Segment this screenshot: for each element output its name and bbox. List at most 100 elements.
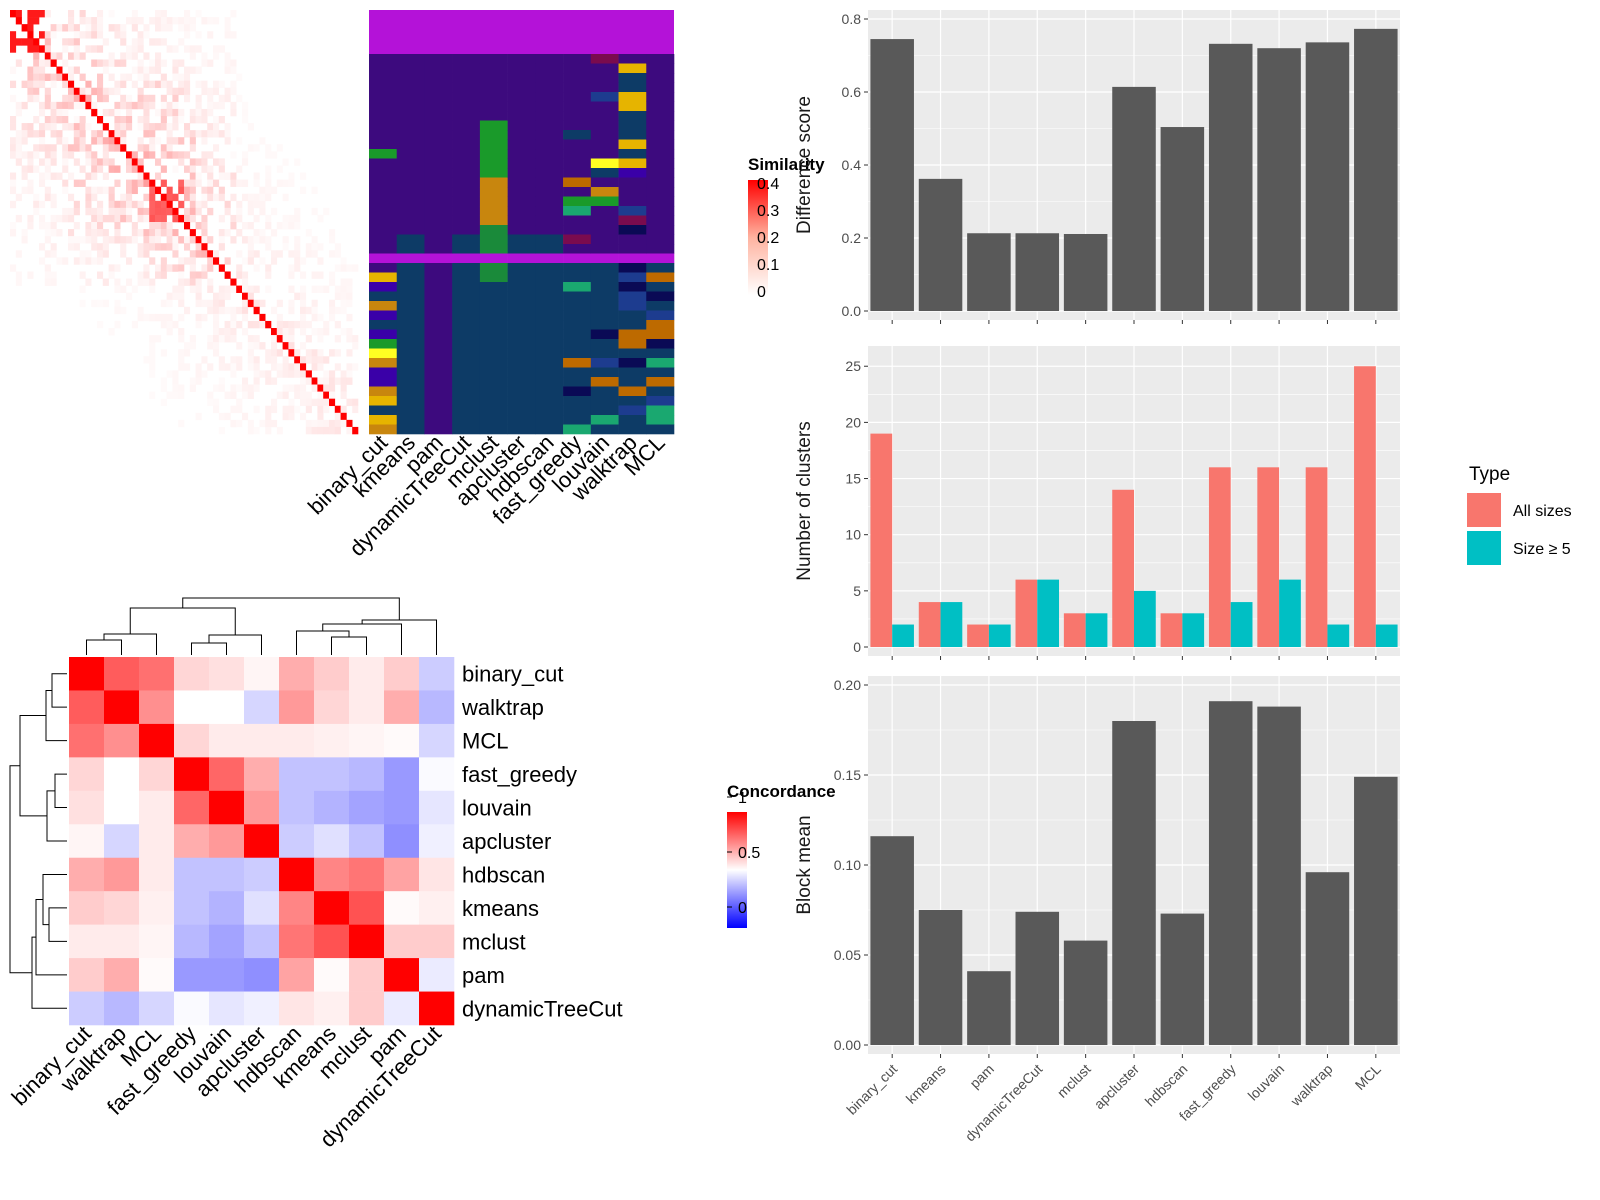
assignment-cell (590, 120, 619, 131)
assignment-cell (396, 177, 425, 188)
assignment-cell (424, 244, 453, 254)
similarity-cell (27, 151, 34, 159)
similarity-cell (288, 172, 295, 180)
similarity-cell (10, 179, 17, 187)
similarity-legend-title: Similarity (748, 155, 825, 174)
similarity-cell (91, 257, 98, 265)
similarity-cell (247, 236, 254, 244)
assignment-cell (424, 282, 453, 292)
assignment-cell (535, 130, 564, 140)
similarity-cell (50, 80, 57, 89)
similarity-cell (195, 101, 202, 110)
similarity-cell (126, 214, 133, 223)
similarity-cell (213, 335, 220, 343)
similarity-cell (172, 73, 179, 81)
similarity-cell (39, 59, 46, 67)
assignment-cell (507, 377, 536, 387)
similarity-cell (91, 229, 98, 237)
similarity-cell (247, 356, 254, 364)
assignment-cell (396, 310, 425, 321)
similarity-cell (253, 356, 260, 364)
similarity-cell (85, 207, 92, 216)
similarity-cell (56, 137, 63, 145)
similarity-cell (149, 200, 156, 209)
assignment-cell (507, 139, 536, 150)
assignment-cell (563, 54, 592, 64)
similarity-cell (97, 45, 104, 53)
similarity-cell (265, 151, 272, 159)
similarity-cell (201, 80, 208, 89)
similarity-cell (247, 222, 254, 230)
assignment-cell (590, 101, 619, 112)
similarity-cell (340, 257, 347, 265)
similarity-cell (276, 370, 283, 378)
concordance-cell (419, 824, 455, 859)
similarity-cell (300, 313, 307, 322)
concordance-cell (314, 757, 350, 792)
similarity-cell (207, 391, 214, 399)
similarity-cell (114, 179, 121, 187)
similarity-cell (39, 158, 46, 166)
concordance-cell (419, 790, 455, 825)
similarity-cell (120, 306, 127, 315)
assignment-cell (590, 63, 619, 74)
similarity-cell (15, 158, 22, 166)
similarity-cell (178, 116, 185, 124)
similarity-cell (102, 243, 109, 251)
concordance-cell (209, 857, 245, 892)
concordance-cell (244, 958, 280, 992)
similarity-cell (230, 66, 237, 74)
similarity-cell (207, 186, 214, 195)
similarity-cell (91, 243, 98, 251)
similarity-cell (346, 349, 353, 357)
similarity-cell (50, 214, 57, 223)
assignment-cell (424, 405, 453, 416)
similarity-cell (155, 24, 162, 32)
assignment-cell (452, 244, 481, 254)
similarity-cell (114, 306, 121, 315)
assignment-cell (424, 54, 453, 64)
assignment-cell (396, 424, 425, 435)
concordance-cell (384, 723, 420, 758)
similarity-cell (160, 193, 167, 202)
assignment-cell (424, 253, 453, 264)
similarity-cell (247, 123, 254, 131)
similarity-cell (305, 370, 312, 378)
similarity-cell (131, 38, 138, 46)
assignment-cell (590, 244, 619, 254)
similarity-cell (334, 419, 341, 428)
similarity-cell (21, 137, 28, 145)
similarity-cell (311, 349, 318, 357)
assignment-cell (479, 111, 508, 121)
similarity-cell (39, 123, 46, 131)
similarity-cell (224, 137, 231, 145)
similarity-cell (85, 101, 92, 110)
similarity-cell (160, 200, 167, 209)
similarity-cell (160, 264, 167, 272)
assignment-cell (479, 82, 508, 93)
similarity-cell (201, 250, 208, 258)
similarity-cell (137, 144, 144, 152)
similarity-cell (305, 306, 312, 315)
assignment-cell (507, 367, 536, 378)
assignment-cell (369, 101, 398, 112)
bar-all-sizes (1112, 489, 1134, 647)
similarity-cell (334, 363, 341, 371)
assignment-cell (396, 225, 425, 235)
similarity-cell (282, 412, 289, 421)
similarity-cell (213, 80, 220, 89)
similarity-cell (160, 243, 167, 251)
similarity-cell (85, 193, 92, 202)
concordance-cell (139, 757, 175, 792)
similarity-cell (317, 349, 324, 357)
similarity-cell (201, 236, 208, 244)
assignment-cell (479, 339, 508, 349)
similarity-cell (224, 257, 231, 265)
similarity-cell (178, 158, 185, 166)
similarity-cell (276, 391, 283, 399)
similarity-cell (114, 137, 121, 145)
similarity-cell (282, 328, 289, 336)
similarity-cell (160, 165, 167, 173)
similarity-cell (334, 250, 341, 258)
similarity-cell (62, 45, 69, 53)
